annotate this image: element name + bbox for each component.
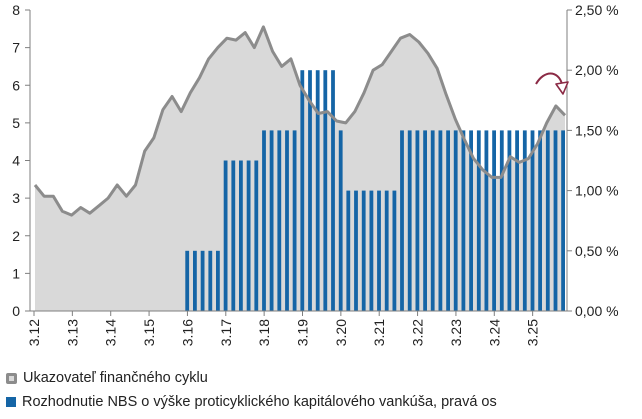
buffer-bar xyxy=(200,250,205,311)
buffer-bar xyxy=(300,70,305,311)
buffer-bar xyxy=(308,70,312,311)
legend-item-bar: Rozhodnutie NBS o výške proticyklického … xyxy=(6,392,642,412)
left-tick-label: 4 xyxy=(12,153,20,169)
buffer-bar xyxy=(292,130,297,311)
axes-layer: 0 1 2 3 4 5 6 7 8 0,00 % 0,50 % 1,00 % 1,50 % 2,00 % 2… xyxy=(12,2,618,346)
curved-arrow-head xyxy=(555,81,569,95)
buffer-bar xyxy=(361,190,366,311)
buffer-bar xyxy=(369,190,374,311)
annotation-layer xyxy=(535,72,569,95)
buffer-bar xyxy=(561,130,565,311)
buffer-bar xyxy=(392,190,397,311)
buffer-bar xyxy=(277,130,282,311)
buffer-bar xyxy=(208,250,213,311)
legend-bar-label: Rozhodnutie NBS o výške proticyklického … xyxy=(22,394,497,410)
buffer-bar xyxy=(254,160,259,311)
buffer-bar xyxy=(346,190,351,311)
right-tick-label: 0,50 % xyxy=(575,243,619,259)
buffer-bar xyxy=(453,130,458,311)
buffer-bar xyxy=(438,130,443,311)
buffer-bar xyxy=(331,70,335,311)
buffer-bar xyxy=(484,130,489,311)
buffer-bar xyxy=(262,130,266,311)
buffer-bar xyxy=(415,130,420,311)
buffer-bar xyxy=(246,160,251,311)
buffer-bar xyxy=(499,130,504,311)
buffer-bar xyxy=(446,130,450,311)
left-tick-label: 3 xyxy=(12,190,20,206)
buffer-bar xyxy=(384,190,389,311)
buffer-bar xyxy=(315,70,320,311)
right-tick-label: 2,50 % xyxy=(575,2,619,18)
left-tick-label: 2 xyxy=(12,228,20,244)
buffer-bar xyxy=(269,130,274,311)
buffer-bar xyxy=(507,130,512,311)
buffer-bar xyxy=(223,160,228,311)
left-tick-label: 0 xyxy=(12,303,20,319)
left-tick-label: 8 xyxy=(12,2,20,18)
curved-arrow xyxy=(535,72,563,85)
x-tick-label: 3.18 xyxy=(256,319,272,346)
buffer-bars-layer xyxy=(185,70,565,311)
left-tick-label: 5 xyxy=(12,115,20,131)
legend-bar-swatch xyxy=(6,397,16,407)
x-tick-label: 3.13 xyxy=(64,319,80,346)
x-tick-label: 3.22 xyxy=(410,319,426,346)
buffer-bar xyxy=(423,130,427,311)
x-tick-label: 3.19 xyxy=(295,319,311,346)
x-tick-label: 3.20 xyxy=(333,319,349,346)
financial-cycle-line xyxy=(33,25,567,217)
buffer-bar xyxy=(553,130,558,311)
x-tick-label: 3.25 xyxy=(525,319,541,346)
right-tick-label: 2,00 % xyxy=(575,62,619,78)
legend-item-line: Ukazovateľ finančného cyklu xyxy=(6,368,642,388)
buffer-bar xyxy=(231,160,236,311)
buffer-bar xyxy=(239,160,243,311)
buffer-bar xyxy=(461,130,466,311)
buffer-bar xyxy=(430,130,435,311)
x-tick-label: 3.17 xyxy=(218,319,234,346)
x-tick-label: 3.15 xyxy=(141,319,157,346)
buffer-bar xyxy=(407,130,412,311)
buffer-bar xyxy=(469,130,473,311)
buffer-bar xyxy=(185,250,190,311)
legend-line-label: Ukazovateľ finančného cyklu xyxy=(23,370,208,386)
buffer-bar xyxy=(476,130,481,311)
x-tick-label: 3.24 xyxy=(486,319,502,346)
buffer-bar xyxy=(492,130,496,311)
left-tick-label: 1 xyxy=(12,265,20,281)
legend-line-swatch xyxy=(6,372,17,384)
buffer-bar xyxy=(530,130,535,311)
x-tick-label: 3.16 xyxy=(179,319,195,346)
buffer-bar xyxy=(538,130,542,311)
right-tick-label: 1,50 % xyxy=(575,122,619,138)
buffer-bar xyxy=(285,130,289,311)
buffer-bar xyxy=(515,130,519,311)
buffer-bar xyxy=(216,250,220,311)
buffer-bar xyxy=(400,130,404,311)
buffer-bar xyxy=(193,250,197,311)
x-tick-label: 3.12 xyxy=(26,319,42,346)
buffer-bar xyxy=(545,130,550,311)
buffer-bar xyxy=(338,130,343,311)
buffer-bar xyxy=(354,190,358,311)
x-tick-label: 3.21 xyxy=(371,319,387,346)
buffer-bar xyxy=(323,70,328,311)
left-tick-label: 7 xyxy=(12,40,20,56)
x-tick-label: 3.14 xyxy=(103,319,119,346)
buffer-bar xyxy=(377,190,381,311)
buffer-bar xyxy=(522,130,527,311)
x-tick-label: 3.23 xyxy=(448,319,464,346)
right-tick-label: 1,00 % xyxy=(575,183,619,199)
right-tick-label: 0,00 % xyxy=(575,303,619,319)
financial-cycle-line-layer xyxy=(33,25,567,217)
left-tick-label: 6 xyxy=(12,77,20,93)
